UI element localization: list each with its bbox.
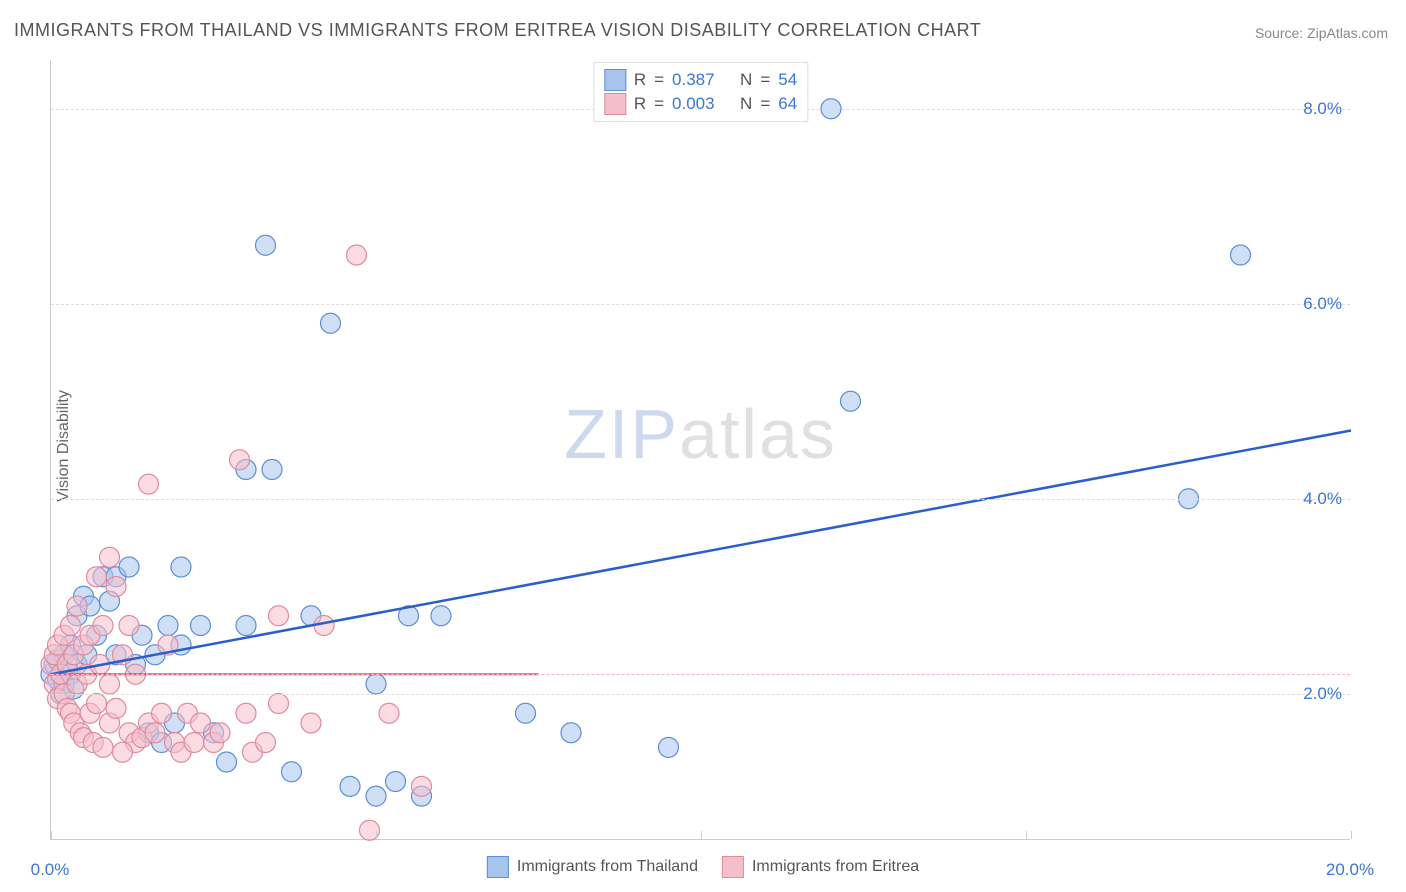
y-tick-label: 6.0% <box>1303 294 1342 314</box>
legend-row-thailand: R = 0.387 N = 54 <box>604 69 797 91</box>
r-value-eritrea: 0.003 <box>672 94 715 114</box>
source-attribution: Source: ZipAtlas.com <box>1255 25 1388 41</box>
r-value-thailand: 0.387 <box>672 70 715 90</box>
gridline <box>51 304 1350 305</box>
x-tick <box>1351 831 1352 839</box>
swatch-eritrea-icon <box>722 856 744 878</box>
chart-container: IMMIGRANTS FROM THAILAND VS IMMIGRANTS F… <box>0 0 1406 892</box>
eq: = <box>654 94 664 114</box>
trend-line <box>51 431 1351 675</box>
x-tick <box>1026 831 1027 839</box>
x-tick-label: 20.0% <box>1326 860 1374 880</box>
x-tick <box>701 831 702 839</box>
gridline <box>51 499 1350 500</box>
x-tick <box>51 831 52 839</box>
eq: = <box>760 94 770 114</box>
legend-label-thailand: Immigrants from Thailand <box>517 858 698 876</box>
eq: = <box>654 70 664 90</box>
x-tick <box>376 831 377 839</box>
swatch-thailand-icon <box>604 69 626 91</box>
eq: = <box>760 70 770 90</box>
n-value-eritrea: 64 <box>778 94 797 114</box>
y-tick-label: 2.0% <box>1303 684 1342 704</box>
legend-row-eritrea: R = 0.003 N = 64 <box>604 93 797 115</box>
swatch-eritrea-icon <box>604 93 626 115</box>
r-label: R <box>634 70 646 90</box>
trend-layer <box>51 60 1350 839</box>
legend-series: Immigrants from Thailand Immigrants from… <box>487 856 919 878</box>
r-label: R <box>634 94 646 114</box>
plot-area: ZIPatlas R = 0.387 N = 54 R = 0.003 N = <box>50 60 1350 840</box>
legend-item-thailand: Immigrants from Thailand <box>487 856 698 878</box>
n-label: N <box>740 94 752 114</box>
n-value-thailand: 54 <box>778 70 797 90</box>
trend-extension-eritrea <box>51 674 1350 675</box>
gridline <box>51 694 1350 695</box>
legend-label-eritrea: Immigrants from Eritrea <box>752 858 919 876</box>
y-tick-label: 4.0% <box>1303 489 1342 509</box>
legend-item-eritrea: Immigrants from Eritrea <box>722 856 919 878</box>
swatch-thailand-icon <box>487 856 509 878</box>
y-tick-label: 8.0% <box>1303 99 1342 119</box>
chart-title: IMMIGRANTS FROM THAILAND VS IMMIGRANTS F… <box>14 20 981 41</box>
x-tick-label: 0.0% <box>31 860 70 880</box>
n-label: N <box>740 70 752 90</box>
legend-correlation: R = 0.387 N = 54 R = 0.003 N = 64 <box>593 62 808 122</box>
